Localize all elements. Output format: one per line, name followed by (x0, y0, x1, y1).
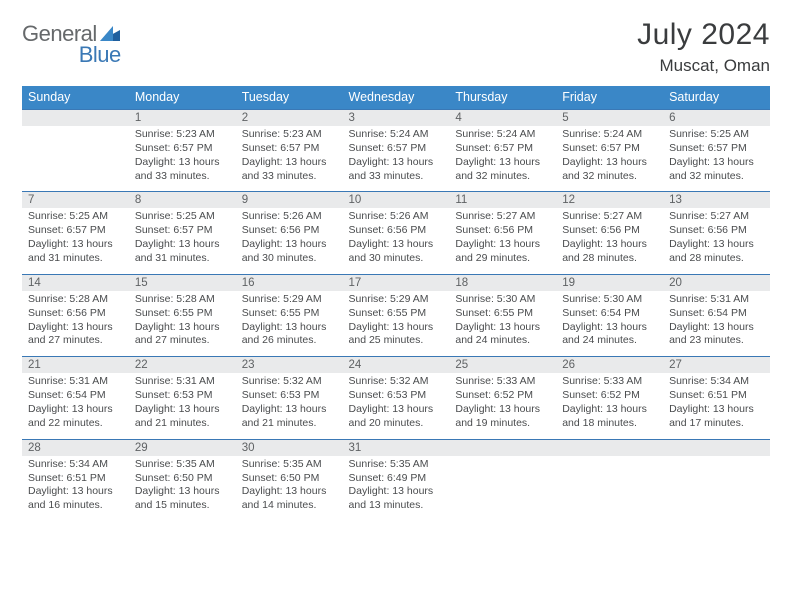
day-header: Friday (556, 86, 663, 110)
date-cell: 31 (343, 439, 450, 456)
info-cell: Sunrise: 5:30 AMSunset: 6:54 PMDaylight:… (556, 291, 663, 357)
info-cell: Sunrise: 5:25 AMSunset: 6:57 PMDaylight:… (663, 126, 770, 192)
calendar-body: 123456Sunrise: 5:23 AMSunset: 6:57 PMDay… (22, 110, 770, 522)
date-cell: 29 (129, 439, 236, 456)
date-cell: 22 (129, 357, 236, 374)
info-cell: Sunrise: 5:35 AMSunset: 6:50 PMDaylight:… (236, 456, 343, 521)
info-cell: Sunrise: 5:24 AMSunset: 6:57 PMDaylight:… (343, 126, 450, 192)
info-cell: Sunrise: 5:27 AMSunset: 6:56 PMDaylight:… (449, 208, 556, 274)
date-cell: 14 (22, 274, 129, 291)
date-cell: 19 (556, 274, 663, 291)
date-cell: 27 (663, 357, 770, 374)
date-cell: 11 (449, 192, 556, 209)
location: Muscat, Oman (637, 56, 770, 76)
date-cell: 5 (556, 110, 663, 127)
info-cell: Sunrise: 5:23 AMSunset: 6:57 PMDaylight:… (129, 126, 236, 192)
date-cell: 4 (449, 110, 556, 127)
title-block: July 2024 Muscat, Oman (637, 18, 770, 76)
info-cell (556, 456, 663, 521)
day-header: Monday (129, 86, 236, 110)
info-cell: Sunrise: 5:24 AMSunset: 6:57 PMDaylight:… (449, 126, 556, 192)
date-cell: 30 (236, 439, 343, 456)
date-cell: 3 (343, 110, 450, 127)
info-cell: Sunrise: 5:32 AMSunset: 6:53 PMDaylight:… (236, 373, 343, 439)
date-cell: 21 (22, 357, 129, 374)
day-header: Saturday (663, 86, 770, 110)
date-cell: 26 (556, 357, 663, 374)
date-cell (556, 439, 663, 456)
info-cell: Sunrise: 5:33 AMSunset: 6:52 PMDaylight:… (556, 373, 663, 439)
date-cell (22, 110, 129, 127)
calendar-table: SundayMondayTuesdayWednesdayThursdayFrid… (22, 86, 770, 521)
info-cell (663, 456, 770, 521)
day-header: Sunday (22, 86, 129, 110)
date-cell: 25 (449, 357, 556, 374)
info-cell: Sunrise: 5:27 AMSunset: 6:56 PMDaylight:… (663, 208, 770, 274)
date-cell: 1 (129, 110, 236, 127)
date-cell: 15 (129, 274, 236, 291)
page-root: GeneralBlue July 2024 Muscat, Oman Sunda… (0, 0, 792, 521)
date-cell (663, 439, 770, 456)
info-cell: Sunrise: 5:25 AMSunset: 6:57 PMDaylight:… (129, 208, 236, 274)
info-cell: Sunrise: 5:33 AMSunset: 6:52 PMDaylight:… (449, 373, 556, 439)
date-cell: 28 (22, 439, 129, 456)
info-cell: Sunrise: 5:26 AMSunset: 6:56 PMDaylight:… (236, 208, 343, 274)
date-cell: 20 (663, 274, 770, 291)
info-cell: Sunrise: 5:35 AMSunset: 6:49 PMDaylight:… (343, 456, 450, 521)
date-cell: 6 (663, 110, 770, 127)
date-cell: 17 (343, 274, 450, 291)
date-cell: 12 (556, 192, 663, 209)
info-cell (449, 456, 556, 521)
date-cell (449, 439, 556, 456)
info-cell: Sunrise: 5:24 AMSunset: 6:57 PMDaylight:… (556, 126, 663, 192)
date-cell: 16 (236, 274, 343, 291)
info-cell (22, 126, 129, 192)
info-cell: Sunrise: 5:31 AMSunset: 6:53 PMDaylight:… (129, 373, 236, 439)
info-cell: Sunrise: 5:31 AMSunset: 6:54 PMDaylight:… (663, 291, 770, 357)
date-cell: 13 (663, 192, 770, 209)
info-cell: Sunrise: 5:28 AMSunset: 6:55 PMDaylight:… (129, 291, 236, 357)
date-cell: 7 (22, 192, 129, 209)
day-header: Thursday (449, 86, 556, 110)
date-cell: 10 (343, 192, 450, 209)
info-cell: Sunrise: 5:29 AMSunset: 6:55 PMDaylight:… (343, 291, 450, 357)
month-year: July 2024 (637, 18, 770, 52)
info-cell: Sunrise: 5:23 AMSunset: 6:57 PMDaylight:… (236, 126, 343, 192)
date-cell: 9 (236, 192, 343, 209)
info-cell: Sunrise: 5:34 AMSunset: 6:51 PMDaylight:… (22, 456, 129, 521)
info-cell: Sunrise: 5:25 AMSunset: 6:57 PMDaylight:… (22, 208, 129, 274)
info-cell: Sunrise: 5:32 AMSunset: 6:53 PMDaylight:… (343, 373, 450, 439)
logo: GeneralBlue (22, 18, 121, 66)
info-cell: Sunrise: 5:34 AMSunset: 6:51 PMDaylight:… (663, 373, 770, 439)
date-cell: 24 (343, 357, 450, 374)
day-header: Wednesday (343, 86, 450, 110)
date-cell: 8 (129, 192, 236, 209)
info-cell: Sunrise: 5:26 AMSunset: 6:56 PMDaylight:… (343, 208, 450, 274)
info-cell: Sunrise: 5:29 AMSunset: 6:55 PMDaylight:… (236, 291, 343, 357)
calendar-head: SundayMondayTuesdayWednesdayThursdayFrid… (22, 86, 770, 110)
date-cell: 18 (449, 274, 556, 291)
info-cell: Sunrise: 5:31 AMSunset: 6:54 PMDaylight:… (22, 373, 129, 439)
info-cell: Sunrise: 5:30 AMSunset: 6:55 PMDaylight:… (449, 291, 556, 357)
top-bar: GeneralBlue July 2024 Muscat, Oman (22, 18, 770, 76)
date-cell: 2 (236, 110, 343, 127)
day-header: Tuesday (236, 86, 343, 110)
info-cell: Sunrise: 5:27 AMSunset: 6:56 PMDaylight:… (556, 208, 663, 274)
info-cell: Sunrise: 5:35 AMSunset: 6:50 PMDaylight:… (129, 456, 236, 521)
date-cell: 23 (236, 357, 343, 374)
logo-text-blue: Blue (79, 42, 121, 67)
info-cell: Sunrise: 5:28 AMSunset: 6:56 PMDaylight:… (22, 291, 129, 357)
